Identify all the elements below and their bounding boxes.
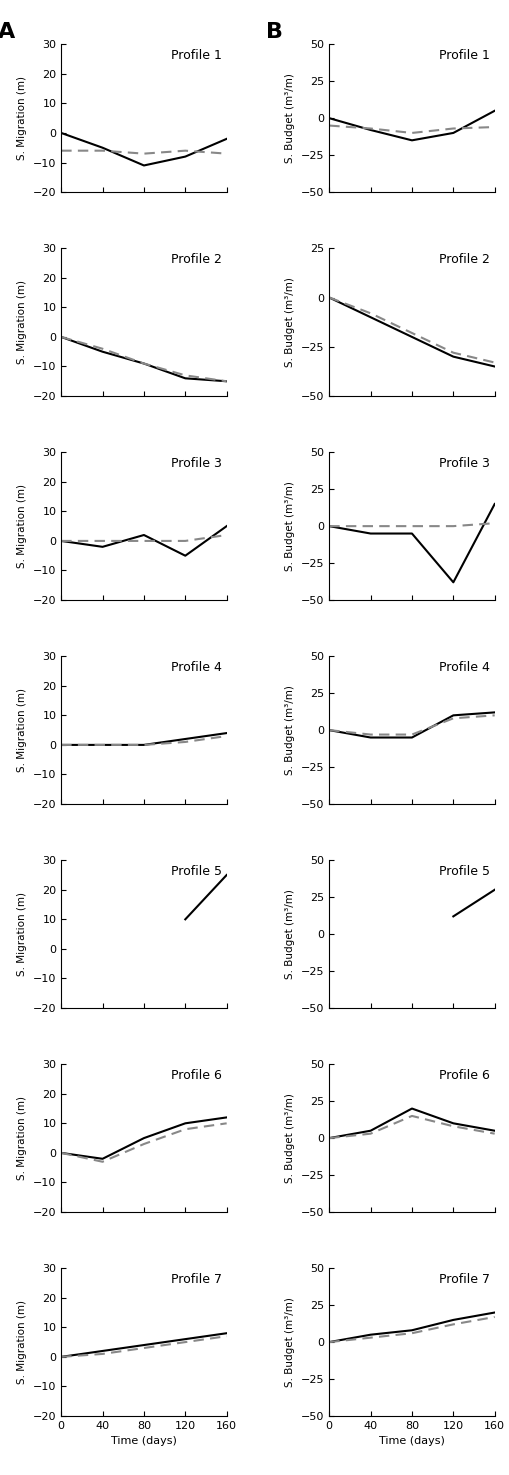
Text: Profile 2: Profile 2 [171, 252, 221, 266]
Text: Profile 1: Profile 1 [438, 49, 489, 62]
Y-axis label: S. Budget (m³/m): S. Budget (m³/m) [285, 277, 295, 367]
Y-axis label: S. Budget (m³/m): S. Budget (m³/m) [285, 686, 295, 774]
Text: A: A [0, 22, 16, 43]
Text: Profile 6: Profile 6 [171, 1068, 221, 1081]
Text: Profile 7: Profile 7 [171, 1273, 221, 1286]
X-axis label: Time (days): Time (days) [378, 1437, 444, 1447]
Y-axis label: S. Migration (m): S. Migration (m) [17, 689, 27, 771]
Text: B: B [266, 22, 283, 43]
Y-axis label: S. Migration (m): S. Migration (m) [17, 892, 27, 976]
Y-axis label: S. Migration (m): S. Migration (m) [17, 280, 27, 364]
X-axis label: Time (days): Time (days) [111, 1437, 177, 1447]
Y-axis label: S. Migration (m): S. Migration (m) [17, 484, 27, 568]
Y-axis label: S. Budget (m³/m): S. Budget (m³/m) [285, 889, 295, 979]
Text: Profile 3: Profile 3 [438, 457, 489, 469]
Text: Profile 6: Profile 6 [438, 1068, 489, 1081]
Text: Profile 4: Profile 4 [171, 661, 221, 674]
Text: Profile 1: Profile 1 [171, 49, 221, 62]
Text: Profile 7: Profile 7 [438, 1273, 489, 1286]
Y-axis label: S. Budget (m³/m): S. Budget (m³/m) [285, 1297, 295, 1386]
Y-axis label: S. Migration (m): S. Migration (m) [17, 1096, 27, 1180]
Text: Profile 4: Profile 4 [438, 661, 489, 674]
Text: Profile 3: Profile 3 [171, 457, 221, 469]
Text: Profile 2: Profile 2 [438, 252, 489, 266]
Y-axis label: S. Budget (m³/m): S. Budget (m³/m) [285, 1093, 295, 1183]
Y-axis label: S. Budget (m³/m): S. Budget (m³/m) [285, 74, 295, 164]
Y-axis label: S. Migration (m): S. Migration (m) [17, 77, 27, 161]
Y-axis label: S. Migration (m): S. Migration (m) [17, 1299, 27, 1384]
Y-axis label: S. Budget (m³/m): S. Budget (m³/m) [285, 481, 295, 571]
Text: Profile 5: Profile 5 [171, 864, 221, 878]
Text: Profile 5: Profile 5 [438, 864, 489, 878]
